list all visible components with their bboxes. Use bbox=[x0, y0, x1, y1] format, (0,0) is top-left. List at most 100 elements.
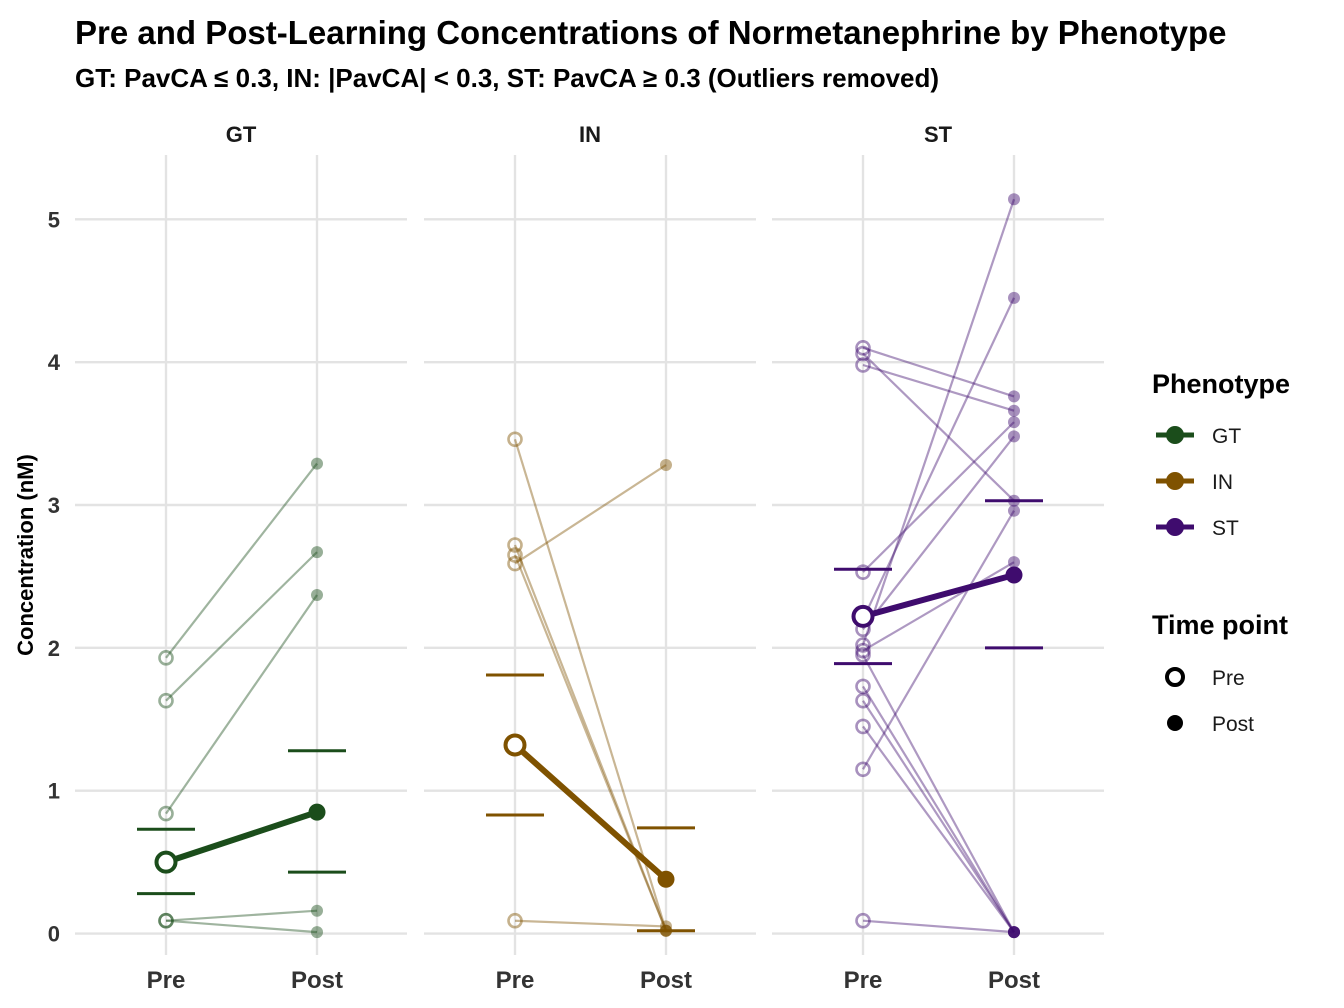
post-point bbox=[311, 546, 323, 559]
subject-line bbox=[513, 438, 668, 932]
pre-point bbox=[855, 564, 871, 580]
x-tick-label: Post bbox=[640, 967, 692, 994]
x-tick-label: Pre bbox=[844, 967, 883, 994]
subject-line bbox=[862, 510, 1015, 770]
y-tick-label: 5 bbox=[48, 207, 60, 232]
mean-pre-point bbox=[503, 733, 527, 757]
y-tick-label: 2 bbox=[48, 636, 60, 661]
subject-line bbox=[862, 561, 1015, 652]
post-point bbox=[1008, 926, 1020, 939]
legend-key-point bbox=[1166, 426, 1184, 444]
pre-point bbox=[855, 642, 871, 659]
pre-point bbox=[158, 692, 174, 709]
subject-line bbox=[165, 919, 318, 934]
post-point bbox=[1008, 430, 1020, 443]
panels: GT Pre Post IN Pre Post ST Pre Post 0 1 2 3 4 5 bbox=[48, 122, 1104, 994]
mean-post-point bbox=[308, 803, 326, 821]
panel-strip-label: ST bbox=[924, 122, 953, 147]
subject-line bbox=[862, 352, 1015, 502]
pre-point bbox=[855, 647, 871, 663]
subject-line bbox=[514, 919, 667, 928]
x-tick-label: Pre bbox=[496, 967, 535, 994]
mean-line bbox=[513, 742, 668, 882]
post-point bbox=[660, 459, 672, 471]
legend-key-point bbox=[1166, 518, 1184, 536]
chart-subtitle: GT: PavCA ≤ 0.3, IN: |PavCA| < 0.3, ST: … bbox=[75, 63, 939, 93]
subject-line bbox=[514, 464, 667, 565]
pre-point bbox=[855, 340, 871, 356]
panel-gt: GT Pre Post bbox=[75, 122, 407, 994]
pre-point bbox=[158, 912, 174, 929]
post-point bbox=[1008, 193, 1020, 206]
panel-st: ST Pre Post bbox=[772, 122, 1104, 994]
pre-point bbox=[507, 537, 523, 553]
x-tick-label: Post bbox=[988, 967, 1040, 994]
pre-point bbox=[855, 718, 871, 735]
subject-line bbox=[862, 919, 1015, 934]
subject-line bbox=[165, 551, 318, 702]
mean-pre-point bbox=[851, 604, 875, 628]
subject-line bbox=[862, 297, 1015, 620]
legend-key-post bbox=[1167, 715, 1183, 731]
legend-item-in: IN bbox=[1212, 471, 1233, 494]
mean-line bbox=[862, 572, 1015, 620]
y-tick-label: 0 bbox=[48, 922, 60, 947]
x-tick-label: Post bbox=[291, 967, 343, 994]
pre-point bbox=[855, 912, 871, 929]
legend-item-gt: GT bbox=[1212, 425, 1241, 448]
subject-line bbox=[165, 594, 318, 815]
post-point bbox=[1008, 556, 1020, 569]
post-point bbox=[1008, 926, 1020, 939]
subject-line bbox=[862, 700, 1015, 933]
post-point bbox=[1008, 291, 1020, 304]
pre-point bbox=[507, 547, 523, 563]
mean-post-point bbox=[657, 870, 675, 888]
y-tick-label: 3 bbox=[48, 493, 60, 518]
legend-key-pre bbox=[1165, 667, 1185, 687]
pre-point bbox=[507, 912, 523, 929]
mean-post-point bbox=[1005, 566, 1023, 584]
post-point bbox=[311, 926, 323, 939]
y-tick-label: 4 bbox=[48, 350, 61, 375]
y-axis-label: Concentration (nM) bbox=[13, 454, 38, 656]
pre-point bbox=[855, 692, 871, 709]
x-tick-label: Pre bbox=[147, 967, 186, 994]
pre-point bbox=[855, 345, 871, 362]
pre-point bbox=[855, 357, 871, 373]
legend-item-pre: Pre bbox=[1212, 667, 1245, 690]
post-point bbox=[1008, 926, 1020, 939]
post-point bbox=[1008, 404, 1020, 417]
subject-line bbox=[862, 435, 1015, 630]
mean-pre-point bbox=[154, 850, 178, 874]
pre-point bbox=[855, 678, 871, 695]
post-point bbox=[1008, 926, 1020, 939]
mean-line bbox=[165, 809, 318, 865]
legend-item-post: Post bbox=[1212, 713, 1254, 736]
post-point bbox=[311, 589, 323, 601]
legend-title-phenotype: Phenotype bbox=[1152, 369, 1290, 399]
post-point bbox=[1008, 926, 1020, 939]
subject-line bbox=[165, 462, 318, 659]
post-point bbox=[1008, 416, 1020, 429]
legend-item-st: ST bbox=[1212, 517, 1239, 540]
subject-line bbox=[862, 685, 1015, 933]
legend-title-timepoint: Time point bbox=[1152, 610, 1288, 640]
pre-point bbox=[855, 637, 871, 653]
panel-strip-label: GT bbox=[226, 122, 257, 147]
post-point bbox=[1008, 390, 1020, 403]
pre-point bbox=[158, 650, 174, 666]
panel-strip-label: IN bbox=[579, 122, 601, 147]
subject-line bbox=[862, 346, 1015, 398]
y-tick-label: 1 bbox=[48, 779, 60, 804]
panel-in: IN Pre Post bbox=[424, 122, 756, 994]
subject-line bbox=[862, 363, 1015, 412]
post-point bbox=[311, 457, 323, 470]
pre-point bbox=[158, 805, 174, 822]
post-point bbox=[1008, 504, 1020, 517]
subject-line bbox=[862, 654, 1015, 933]
subject-line bbox=[862, 725, 1015, 933]
pre-point bbox=[507, 555, 523, 572]
chart-title: Pre and Post-Learning Concentrations of … bbox=[75, 14, 1227, 51]
pre-point bbox=[855, 761, 871, 778]
